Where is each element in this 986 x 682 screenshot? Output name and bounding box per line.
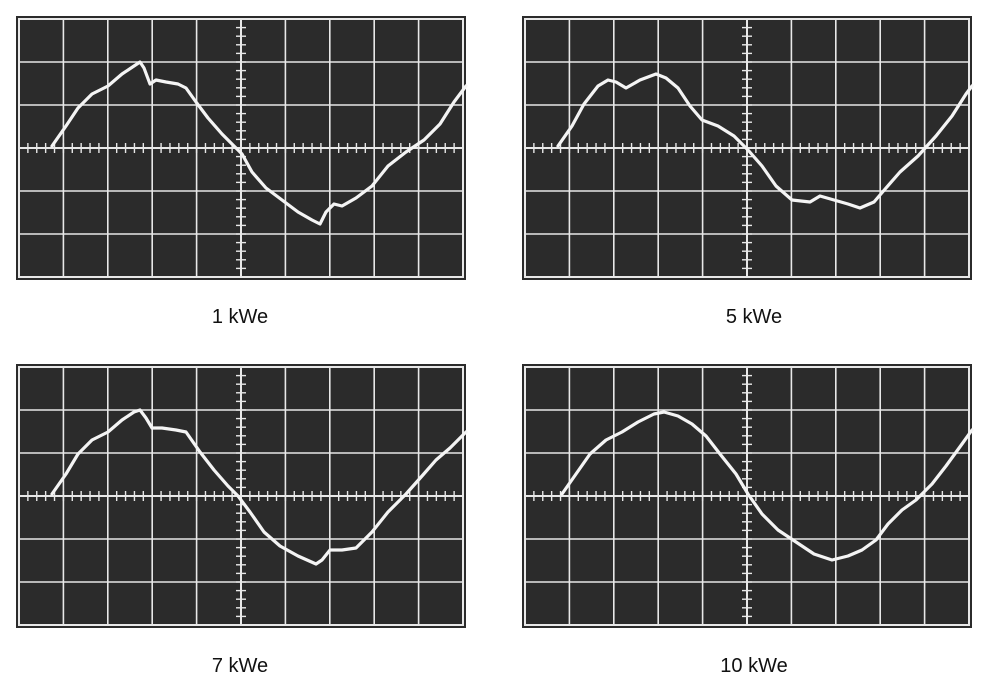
scope-panel — [16, 364, 468, 628]
caption: 1 kWe — [212, 306, 268, 328]
caption: 5 kWe — [726, 306, 782, 328]
waveform — [50, 408, 468, 566]
caption: 7 kWe — [212, 655, 268, 677]
waveform — [50, 60, 468, 226]
caption: 10 kWe — [720, 655, 787, 677]
scope-panel — [522, 16, 974, 280]
scope-panel — [522, 364, 974, 628]
scope-panel — [16, 16, 468, 280]
waveform — [556, 72, 974, 210]
waveform — [560, 410, 974, 562]
